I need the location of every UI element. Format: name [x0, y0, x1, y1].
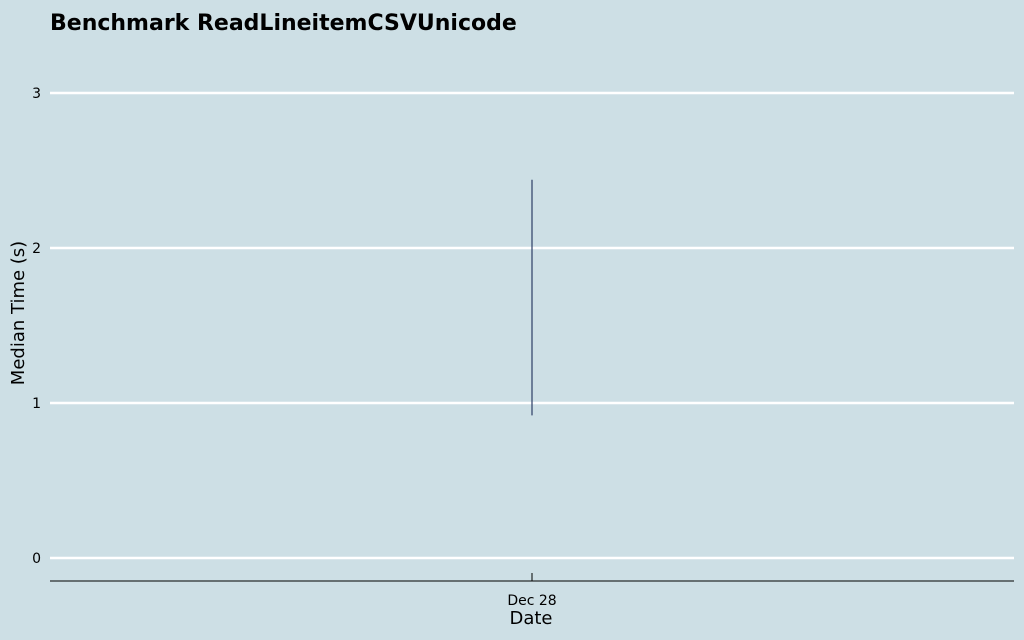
- y-tick-label: 3: [32, 86, 41, 102]
- x-tick-labels: Dec 28: [507, 573, 557, 609]
- chart-title: Benchmark ReadLineitemCSVUnicode: [50, 11, 517, 36]
- y-tick-label: 0: [32, 551, 41, 567]
- y-axis-label: Median Time (s): [8, 241, 29, 385]
- y-tick-label: 2: [32, 241, 41, 257]
- y-tick-labels: 0 1 2 3: [32, 86, 41, 567]
- x-axis-label: Date: [509, 608, 552, 629]
- x-tick-label: Dec 28: [507, 593, 556, 609]
- y-tick-label: 1: [32, 396, 41, 412]
